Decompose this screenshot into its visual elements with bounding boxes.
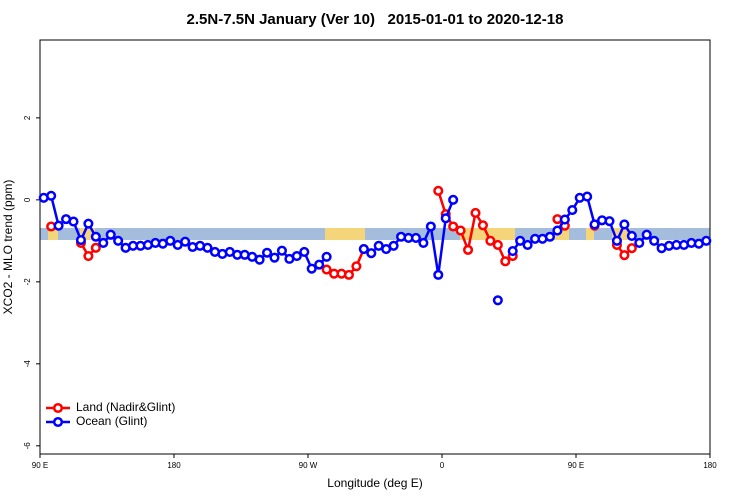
data-point [425,221,436,232]
data-point [567,205,578,216]
data-point [291,250,302,262]
data-point [269,252,280,263]
data-point [448,221,459,232]
data-point [455,225,466,236]
data-point [649,235,660,246]
x-tick-label: 0 [440,461,445,470]
data-point [552,225,563,236]
data-point [90,242,101,253]
surface-band [40,228,710,240]
y-tick-label: -2 [23,278,32,286]
data-point [306,263,317,274]
x-tick-label: 90 E [32,461,48,470]
land-band [586,228,594,240]
data-point [314,259,325,270]
data-point [276,245,287,256]
data-point [105,229,116,240]
data-point [433,185,444,196]
legend-marker [52,402,64,414]
data-point [604,216,615,227]
series [38,190,712,306]
data-point [626,230,637,241]
data-point [448,194,459,205]
data-point [53,220,64,231]
data-point [626,243,637,254]
data-point [410,232,421,244]
y-tick-label: -6 [23,442,32,450]
y-tick-label: 2 [23,115,32,120]
data-point [522,239,533,251]
data-point [83,250,94,262]
legend-label: Ocean (Glint) [76,414,147,428]
plot-frame [39,39,711,455]
data-point [433,269,444,280]
data-point [254,254,265,265]
data-point [321,264,332,275]
data-point [477,220,488,231]
data-point [98,237,109,248]
legend-label: Land (Nadir&Glint) [76,400,175,414]
y-tick-label: -4 [23,360,32,368]
data-point [507,246,518,257]
data-point [619,219,630,230]
data-point [180,236,191,247]
data-point [165,235,176,246]
data-point [418,237,429,248]
data-point [46,190,57,201]
land-band [48,228,58,240]
data-point [113,235,124,246]
data-point [366,248,377,259]
data-point [634,237,645,248]
data-point [492,239,503,251]
data-point [440,213,451,224]
data-point [68,216,79,227]
chart-title: 2.5N-7.5N January (Ver 10) 2015-01-01 to… [187,11,564,28]
data-point [582,191,593,202]
data-point [701,235,712,246]
ocean-band [40,228,710,240]
data-point [299,246,310,257]
x-tick-label: 180 [167,461,181,470]
data-point [262,247,273,258]
data-point [544,231,555,242]
data-point [500,256,511,267]
data-point [75,234,86,246]
data-point [388,240,399,251]
x-tick-label: 180 [703,461,717,470]
data-point [321,251,332,262]
y-tick-label: 0 [23,197,32,202]
x-axis-label: Longitude (deg E) [327,476,422,490]
x-tick-label: 90 E [568,461,584,470]
x-tick-label: 90 W [299,461,318,470]
data-point [351,261,362,272]
data-point [589,219,600,230]
data-point [641,229,652,240]
y-axis-label: XCO2 - MLO trend (ppm) [1,180,15,315]
data-point [611,235,622,246]
data-point [83,218,94,229]
data-point [470,207,481,219]
data-point [515,235,526,246]
land-band [325,228,365,240]
data-point [358,243,369,255]
data-point [619,250,630,261]
data-point [90,231,101,242]
data-point [559,214,570,225]
data-point [202,242,213,253]
data-point [485,235,496,246]
data-point [492,295,503,306]
legend-marker [52,416,64,428]
data-point [463,244,474,255]
data-point [343,269,354,280]
